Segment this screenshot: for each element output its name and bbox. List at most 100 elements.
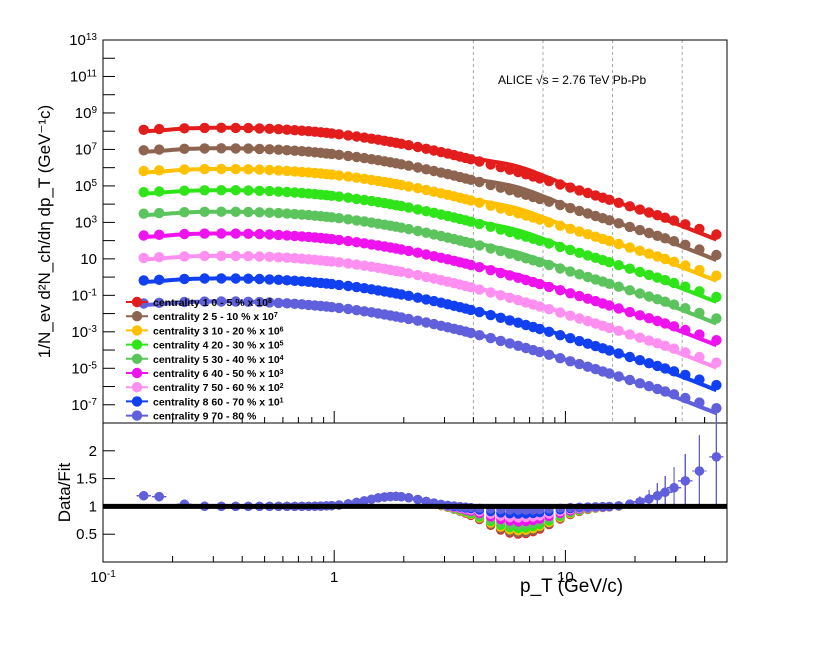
data-point <box>659 318 671 329</box>
data-point <box>154 207 165 219</box>
data-point <box>624 351 635 363</box>
data-point <box>199 185 210 196</box>
data-point <box>634 355 646 366</box>
data-point <box>604 278 615 289</box>
data-point <box>465 304 477 316</box>
data-point <box>343 192 354 203</box>
data-point <box>254 185 265 196</box>
data-point <box>216 206 227 217</box>
data-point <box>138 275 149 286</box>
data-point <box>574 205 585 217</box>
data-point <box>694 223 705 235</box>
data-point <box>485 243 496 254</box>
data-point <box>154 274 165 285</box>
data-point <box>343 235 354 247</box>
data-point <box>555 330 566 341</box>
data-point <box>634 204 646 215</box>
data-point <box>574 185 585 196</box>
data-point <box>412 204 423 215</box>
data-point <box>555 241 566 253</box>
data-point <box>624 306 635 318</box>
data-point <box>495 267 506 279</box>
data-point <box>604 368 615 379</box>
data-point <box>668 321 680 332</box>
data-point <box>504 185 515 196</box>
data-point <box>412 225 423 237</box>
data-point <box>254 251 265 262</box>
data-point <box>543 238 555 249</box>
data-point <box>230 185 241 196</box>
ratio-point <box>154 492 164 502</box>
data-point <box>659 363 671 374</box>
data-point <box>613 371 624 382</box>
x-tick-label: 10-1 <box>90 569 116 587</box>
experiment-annotation: ALICE √s = 2.76 TeV Pb-Pb <box>498 73 646 87</box>
data-point <box>680 347 691 358</box>
data-point <box>474 262 485 273</box>
y-tick-label: 10-7 <box>71 396 97 414</box>
data-point <box>273 124 284 135</box>
data-point <box>555 285 566 296</box>
data-point <box>281 124 293 135</box>
data-point <box>254 164 265 175</box>
data-point <box>243 122 254 134</box>
data-point <box>273 252 284 263</box>
legend-label: centrality 3 10 - 20 % x 106 <box>153 325 284 337</box>
data-point <box>659 212 671 223</box>
data-point <box>485 159 496 170</box>
data-point <box>604 235 615 247</box>
data-point <box>495 245 506 257</box>
data-point <box>351 172 362 183</box>
legend-label: centrality 2 5 - 10 % x 107 <box>153 311 278 323</box>
data-point <box>504 248 515 259</box>
data-point <box>680 369 691 381</box>
data-point <box>643 291 655 302</box>
data-point <box>504 292 515 303</box>
data-point <box>333 129 345 140</box>
data-point <box>199 122 210 134</box>
data-point <box>333 191 345 202</box>
data-point <box>668 343 680 354</box>
data-point <box>465 195 477 206</box>
data-point <box>243 296 254 307</box>
data-point <box>474 197 485 208</box>
data-point <box>465 216 477 227</box>
ratio-point <box>669 483 679 493</box>
legend-label: centrality 7 50 - 60 % x 102 <box>153 382 284 394</box>
data-point <box>495 312 506 323</box>
legend-label: centrality 9 70 - 80 % <box>153 411 257 423</box>
data-point <box>412 141 423 153</box>
data-point <box>694 286 705 297</box>
data-point <box>264 164 275 176</box>
data-point <box>273 229 284 241</box>
data-point <box>643 358 655 369</box>
data-point <box>485 221 496 232</box>
data-point <box>199 273 210 284</box>
data-point <box>281 208 293 219</box>
data-point <box>668 389 680 400</box>
data-point <box>474 218 485 230</box>
data-point <box>243 251 254 262</box>
data-point <box>495 182 506 193</box>
data-point <box>243 206 254 218</box>
data-point <box>711 270 722 281</box>
data-point <box>351 131 362 142</box>
x-tick-label: 10 <box>557 569 574 586</box>
data-point <box>465 174 477 185</box>
data-point <box>333 149 345 160</box>
data-point <box>694 397 705 408</box>
data-point <box>474 176 485 188</box>
data-point <box>179 143 190 154</box>
data-point <box>555 220 566 231</box>
y-tick-label: 2 <box>89 443 97 460</box>
data-point <box>199 206 210 217</box>
data-point <box>495 335 506 347</box>
data-point <box>624 374 635 386</box>
data-point <box>495 203 506 214</box>
legend-label: centrality 8 60 - 70 % x 101 <box>153 396 284 408</box>
data-point <box>604 257 615 268</box>
y-tick-label: 1.5 <box>76 471 97 488</box>
data-point <box>485 265 496 276</box>
data-point <box>668 256 680 267</box>
data-point <box>243 228 254 239</box>
